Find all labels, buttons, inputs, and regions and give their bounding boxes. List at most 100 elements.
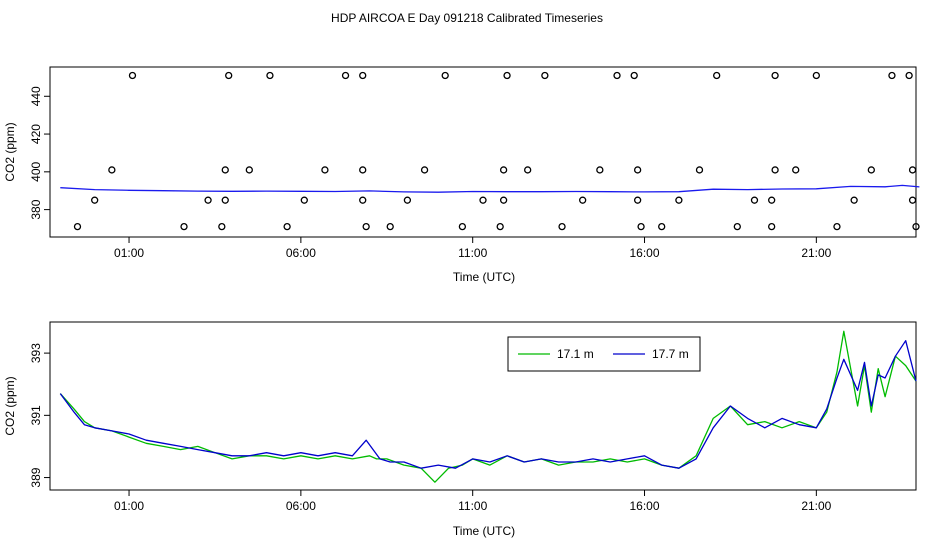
plot-frame xyxy=(49,321,917,491)
data-point xyxy=(695,166,704,174)
data-point xyxy=(792,166,800,174)
data-point xyxy=(630,71,638,80)
data-point xyxy=(420,166,429,174)
data-point xyxy=(905,71,913,80)
y-axis-ticks: 380 400 420 440 xyxy=(29,86,50,220)
series-lines xyxy=(60,184,920,193)
data-point xyxy=(283,222,291,231)
x-tick-label: 16:00 xyxy=(630,499,660,513)
data-point xyxy=(850,196,858,204)
y-tick-label: 391 xyxy=(29,405,43,425)
legend-label-17-1m: 17.1 m xyxy=(557,347,594,361)
data-point xyxy=(499,166,508,174)
data-point xyxy=(499,196,508,204)
legend: 17.1 m 17.7 m xyxy=(507,336,701,372)
x-tick-label: 21:00 xyxy=(801,246,831,260)
x-tick-label: 06:00 xyxy=(286,499,316,513)
data-point xyxy=(771,71,779,80)
x-tick-label: 11:00 xyxy=(458,499,487,513)
data-point xyxy=(73,222,82,231)
x-tick-label: 16:00 xyxy=(630,246,660,260)
data-point xyxy=(713,71,721,80)
x-axis-label: Time (UTC) xyxy=(453,270,515,284)
data-point xyxy=(359,71,367,80)
data-points xyxy=(73,71,920,231)
co2-timeseries-panel: 01:00 06:00 11:00 16:00 21:00 389 391 393 Time… xyxy=(3,321,917,538)
data-point xyxy=(833,222,841,231)
data-point xyxy=(218,222,226,231)
data-point xyxy=(888,71,896,80)
y-tick-label: 389 xyxy=(29,467,43,487)
data-point xyxy=(613,71,621,80)
x-axis-ticks: 01:00 06:00 11:00 16:00 21:00 xyxy=(114,490,832,513)
data-point xyxy=(908,166,917,174)
x-tick-label: 06:00 xyxy=(286,246,316,260)
data-point xyxy=(768,196,776,204)
y-axis-ticks: 389 391 393 xyxy=(29,343,50,488)
legend-label-17-7m: 17.7 m xyxy=(652,347,689,361)
x-tick-label: 01:00 xyxy=(114,499,144,513)
series-line-0 xyxy=(60,184,920,193)
data-point xyxy=(524,166,532,174)
data-point xyxy=(341,71,350,80)
data-point xyxy=(633,166,642,174)
data-point xyxy=(300,196,308,204)
data-point xyxy=(245,166,253,174)
x-axis-ticks: 01:00 06:00 11:00 16:00 21:00 xyxy=(114,237,832,260)
data-point xyxy=(541,71,549,80)
data-point xyxy=(733,222,741,231)
y-tick-label: 440 xyxy=(29,86,43,106)
data-point xyxy=(458,222,467,231)
data-point xyxy=(403,196,412,204)
y-tick-label: 393 xyxy=(29,343,43,363)
data-point xyxy=(225,71,233,80)
data-point xyxy=(633,196,642,204)
data-point xyxy=(771,166,779,174)
data-point xyxy=(496,222,504,231)
x-tick-label: 21:00 xyxy=(801,499,831,513)
series-line-17-7-m xyxy=(59,340,917,469)
data-point xyxy=(221,196,229,204)
data-point xyxy=(637,222,645,231)
x-tick-label: 01:00 xyxy=(114,246,144,260)
data-point xyxy=(750,196,759,204)
data-point xyxy=(359,166,367,174)
data-point xyxy=(362,222,370,231)
data-point xyxy=(91,196,99,204)
data-point xyxy=(675,196,683,204)
data-point xyxy=(867,166,875,174)
data-point xyxy=(479,196,487,204)
data-point xyxy=(108,166,116,174)
x-axis-label: Time (UTC) xyxy=(453,524,515,538)
y-tick-label: 420 xyxy=(29,124,43,144)
figure-title: HDP AIRCOA E Day 091218 Calibrated Times… xyxy=(331,11,603,25)
data-point xyxy=(912,222,920,231)
y-tick-label: 400 xyxy=(29,162,43,182)
data-point xyxy=(359,196,367,204)
data-point xyxy=(128,71,137,80)
data-point xyxy=(768,222,776,231)
plot-frame xyxy=(49,66,917,238)
data-point xyxy=(266,71,274,80)
data-point xyxy=(441,71,449,80)
series-lines xyxy=(59,330,917,483)
data-point xyxy=(658,222,666,231)
series-line-17-1-m xyxy=(59,330,917,483)
data-point xyxy=(579,196,587,204)
x-tick-label: 11:00 xyxy=(458,246,487,260)
data-point xyxy=(558,222,566,231)
y-tick-label: 380 xyxy=(29,199,43,219)
data-point xyxy=(204,196,212,204)
data-point xyxy=(321,166,329,174)
data-point xyxy=(812,71,820,80)
data-point xyxy=(503,71,511,80)
data-point xyxy=(596,166,604,174)
co2-scatter-panel: 01:00 06:00 11:00 16:00 21:00 380 400 420 440 T… xyxy=(3,66,920,284)
data-point xyxy=(221,166,229,174)
y-axis-label: CO2 (ppm) xyxy=(3,122,17,181)
y-axis-label: CO2 (ppm) xyxy=(3,376,17,435)
data-point xyxy=(908,196,917,204)
data-point xyxy=(386,222,394,231)
data-point xyxy=(180,222,188,231)
